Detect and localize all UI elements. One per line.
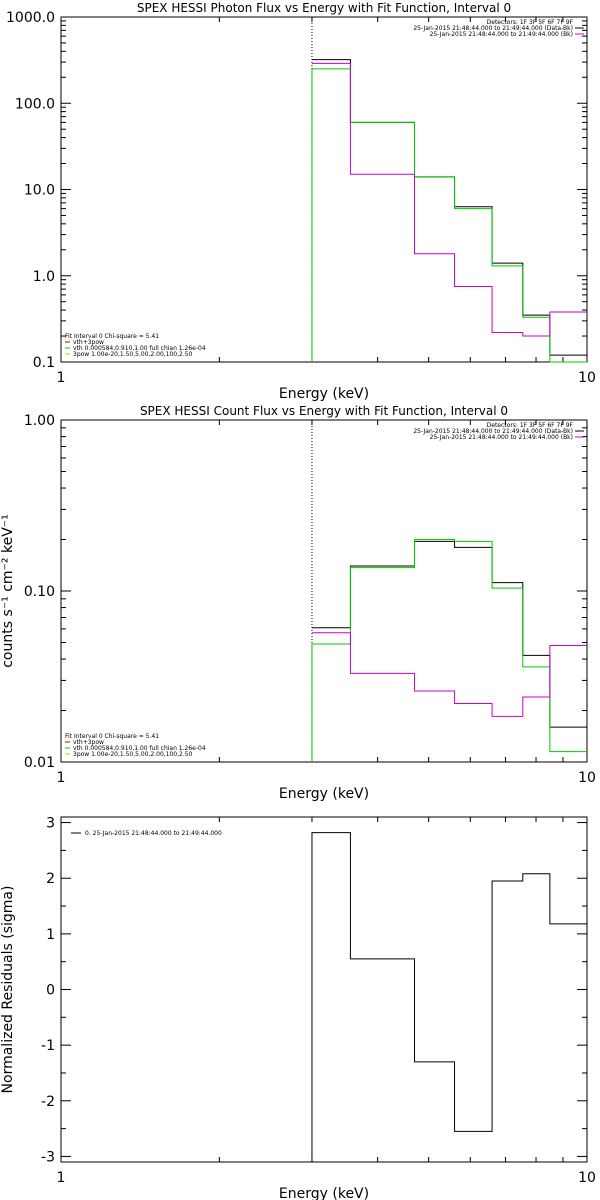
- legend-bottom-entry: vth 0.000584,0.910,1.00 full chian 1.26e…: [73, 345, 206, 352]
- legend-top-entry: 25-Jan-2015 21:48:44.000 to 21:49:44.000…: [413, 428, 573, 435]
- legend-bottom-entry: Fit Interval 0 Chi-square = 5.41: [65, 733, 159, 740]
- y-axis-label: counts s⁻¹ cm⁻² keV⁻¹: [0, 514, 16, 668]
- legend-inset-entry: 0. 25-Jan-2015 21:48:44.000 to 21:49:44.…: [85, 830, 222, 837]
- legend-bottom-entry: vth 0.000584,0.910,1.00 full chian 1.26e…: [73, 745, 206, 752]
- y-tick-label: -1: [41, 1038, 55, 1054]
- y-tick-label: -2: [41, 1094, 55, 1110]
- x-tick-label: 10: [578, 770, 596, 786]
- legend-top-entry: Detectors: 1F 3F 5F 6F 7F 9F: [487, 422, 574, 429]
- chart-title: SPEX HESSI Count Flux vs Energy with Fit…: [140, 404, 508, 418]
- x-tick-label: 1: [57, 1170, 66, 1186]
- legend-top-entry: Detectors: 1F 3F 5F 6F 7F 9F: [487, 19, 574, 26]
- y-tick-label: 3: [46, 816, 55, 832]
- y-tick-label: -3: [41, 1149, 55, 1165]
- chart-title: SPEX HESSI Photon Flux vs Energy with Fi…: [137, 1, 511, 15]
- legend-bottom-entry: Fit Interval 0 Chi-square = 5.41: [65, 333, 159, 340]
- legend-bottom-entry: vth+3pow: [73, 739, 104, 746]
- y-axis-label: Normalized Residuals (sigma): [0, 886, 16, 1094]
- series-line-0: [311, 540, 587, 728]
- legend-bottom-entry: vth+3pow: [73, 339, 104, 346]
- x-tick-label: 10: [578, 370, 596, 386]
- series-line-0: [311, 59, 587, 356]
- chart-2: -3 -2 -1 0 1 2 3 1 10 Energy (keV) Normalized Resi…: [0, 816, 596, 1200]
- legend-top-entry: 25-Jan-2015 21:48:44.000 to 21:49:44.000…: [430, 31, 573, 38]
- legend-top-entry: 25-Jan-2015 21:48:44.000 to 21:49:44.000…: [413, 25, 573, 32]
- series-line-1: [311, 539, 587, 762]
- plot-frame: [60, 816, 588, 1163]
- plot-frame: [60, 419, 588, 763]
- y-tick-label: 1: [46, 927, 55, 943]
- y-tick-label: 0.10: [24, 584, 55, 600]
- y-tick-label: 0.01: [24, 755, 55, 771]
- y-tick-label: 1.00: [24, 413, 55, 429]
- y-tick-label: 0: [46, 983, 55, 999]
- y-tick-label: 0.1: [33, 355, 55, 371]
- x-axis-label: Energy (keV): [279, 386, 369, 402]
- x-tick-label: 10: [578, 1170, 596, 1186]
- y-tick-label: 100.0: [15, 96, 55, 112]
- legend-bottom-entry: 3pow 1.00e-20,1.50,5.00,2.00,100,2.50: [73, 751, 193, 758]
- series-line-1: [311, 68, 587, 363]
- y-tick-label: 10.0: [24, 183, 55, 199]
- x-axis-label: Energy (keV): [279, 1186, 369, 1200]
- y-tick-label: 2: [46, 871, 55, 887]
- chart-1: SPEX HESSI Count Flux vs Energy with Fit…: [0, 404, 596, 802]
- x-tick-label: 1: [57, 770, 66, 786]
- series-line-0: [311, 832, 587, 1162]
- x-tick-label: 1: [57, 370, 66, 386]
- x-axis-label: Energy (keV): [279, 786, 369, 802]
- series-line-2: [311, 632, 587, 717]
- chart-0: SPEX HESSI Photon Flux vs Energy with Fi…: [6, 1, 596, 402]
- series-line-2: [311, 62, 587, 337]
- y-tick-label: 1000.0: [6, 10, 55, 26]
- y-tick-label: 1.0: [33, 269, 55, 285]
- legend-top-entry: 25-Jan-2015 21:48:44.000 to 21:49:44.000…: [430, 434, 573, 441]
- legend-bottom-entry: 3pow 1.00e-20,1.50,5.00,2.00,100,2.50: [73, 351, 193, 358]
